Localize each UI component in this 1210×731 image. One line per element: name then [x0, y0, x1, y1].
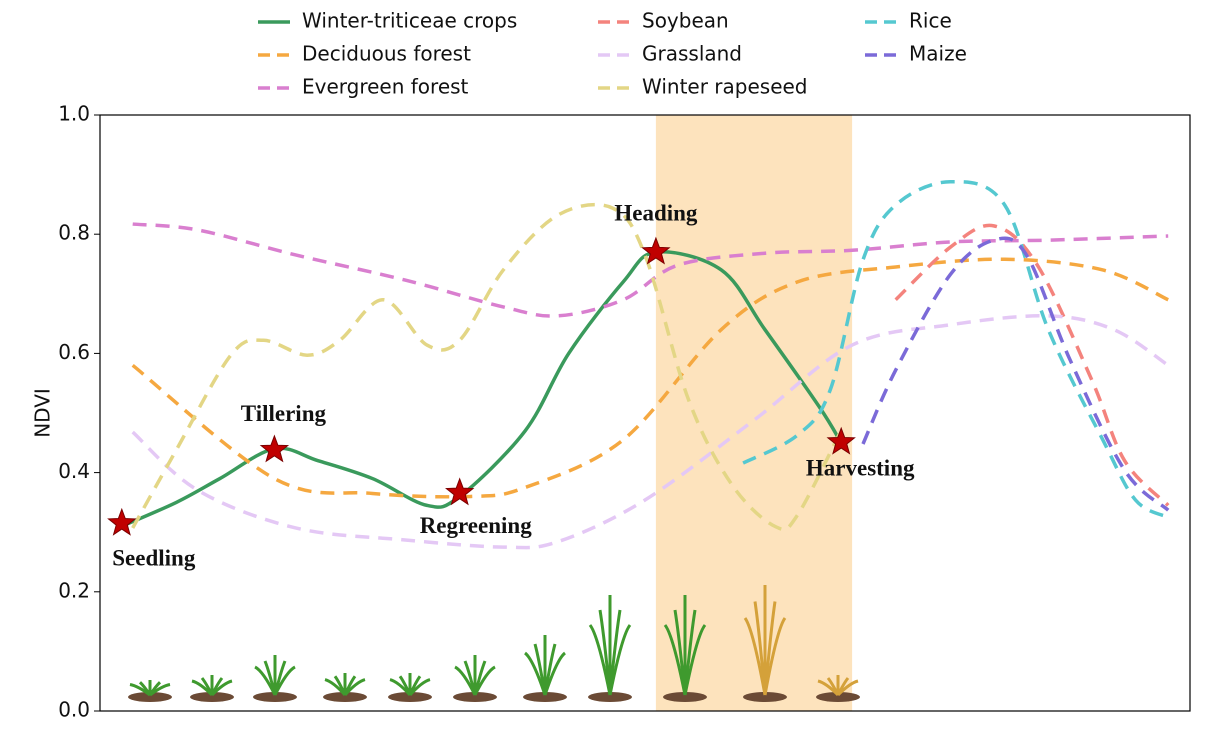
- stage-label: Regreening: [420, 513, 533, 538]
- y-tick-label: 0.4: [58, 459, 90, 483]
- plant-icons: [128, 585, 860, 702]
- series-line: [742, 179, 1170, 519]
- soil: [588, 692, 632, 702]
- leaf: [608, 624, 632, 696]
- soil: [453, 692, 497, 702]
- stage-marker: [445, 477, 475, 506]
- stage-label: Seedling: [112, 546, 196, 571]
- y-tick-label: 0.2: [58, 578, 90, 602]
- leaf: [763, 617, 787, 696]
- leaf: [836, 679, 859, 697]
- soil: [190, 692, 234, 702]
- legend-label: Deciduous forest: [302, 42, 471, 66]
- y-tick-label: 0.6: [58, 340, 90, 364]
- legend-label: Evergreen forest: [302, 75, 469, 99]
- series-line: [121, 249, 843, 528]
- legend-label: Maize: [909, 42, 967, 66]
- legend-label: Grassland: [642, 42, 742, 66]
- y-tick-label: 0.8: [58, 221, 90, 245]
- leaf: [408, 678, 431, 697]
- y-tick-label: 0.0: [58, 698, 90, 722]
- legend-label: Soybean: [642, 9, 729, 33]
- y-axis-label: NDVI: [31, 388, 55, 438]
- soil: [128, 692, 172, 702]
- y-tick-label: 1.0: [58, 102, 90, 126]
- plot-frame: [99, 114, 1191, 712]
- leaf: [473, 665, 496, 696]
- stage-marker: [826, 426, 856, 455]
- leaf: [543, 651, 567, 696]
- legend-label: Rice: [909, 9, 952, 33]
- legend-label: Winter-triticeae crops: [302, 9, 517, 33]
- leaf: [273, 665, 296, 696]
- series-line: [861, 236, 1170, 512]
- leaf: [683, 624, 707, 696]
- stage-label: Harvesting: [806, 455, 915, 480]
- leaf: [210, 679, 233, 697]
- soil: [253, 692, 297, 702]
- series-line: [132, 222, 1169, 318]
- soil: [388, 692, 432, 702]
- series-line: [894, 223, 1170, 507]
- soil: [816, 692, 860, 702]
- series-line: [131, 257, 1169, 499]
- series-line: [131, 314, 1170, 550]
- soil: [663, 692, 707, 702]
- stage-label: Tillering: [241, 401, 327, 426]
- legend-label: Winter rapeseed: [642, 75, 808, 99]
- leaf: [149, 683, 171, 697]
- soil: [743, 692, 787, 702]
- soil: [523, 692, 567, 702]
- leaf: [343, 678, 366, 697]
- soil: [323, 692, 367, 702]
- stage-label: Heading: [614, 200, 698, 225]
- stage-marker: [259, 434, 290, 463]
- series-line: [131, 202, 843, 532]
- stage-marker: [107, 507, 137, 536]
- stage-marker: [641, 236, 671, 265]
